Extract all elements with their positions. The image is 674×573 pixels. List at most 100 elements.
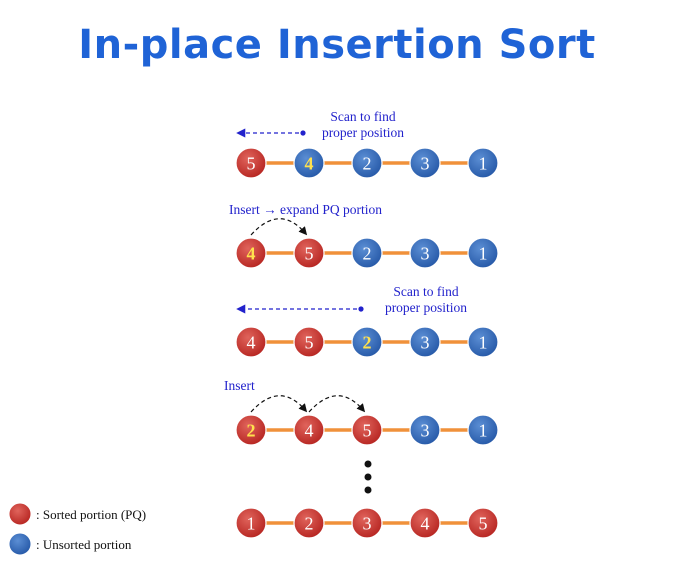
node-value: 1 [479, 333, 488, 353]
legend-label: : Sorted portion (PQ) [36, 507, 146, 522]
node-circle [293, 414, 325, 446]
legend-item: : Unsorted portion [8, 532, 132, 556]
node-value: 4 [247, 244, 256, 264]
shift-arrow [308, 395, 366, 413]
node-circle [409, 326, 441, 358]
node-circle [467, 326, 499, 358]
node-circle [467, 507, 499, 539]
node-circle [235, 326, 267, 358]
legend-swatch [8, 502, 32, 526]
node-value: 2 [363, 154, 372, 174]
array-node: 2 [293, 507, 325, 539]
node-value: 1 [479, 244, 488, 264]
annotation-text: proper position [385, 300, 467, 315]
array-node: 3 [409, 237, 441, 269]
scan-arrow-dot [300, 130, 306, 136]
annotation-text: Scan to find [393, 284, 458, 299]
node-circle [293, 326, 325, 358]
node-circle [409, 414, 441, 446]
ellipsis-dots [364, 460, 372, 494]
array-row: 1 2 3 4 5 [235, 507, 499, 539]
array-node: 4 [293, 414, 325, 446]
node-value: 1 [247, 514, 256, 534]
ellipsis-dot [364, 460, 372, 468]
node-value: 2 [247, 421, 256, 441]
node-value: 4 [305, 154, 314, 174]
node-circle [351, 147, 383, 179]
array-node: 5 [293, 326, 325, 358]
array-node: 5 [235, 147, 267, 179]
array-node: 1 [467, 147, 499, 179]
node-circle [293, 147, 325, 179]
node-value: 5 [247, 154, 256, 174]
node-value: 4 [247, 333, 256, 353]
ellipsis-dot [364, 486, 372, 494]
node-value: 4 [305, 421, 314, 441]
node-value: 3 [363, 514, 372, 534]
array-node: 4 [235, 326, 267, 358]
array-row: 2 4 5 3 1 Insert [224, 378, 499, 446]
array-row: 4 5 2 3 1 Insert → expand PQ portion [229, 202, 499, 269]
insert-arrow [250, 218, 308, 236]
array-node: 3 [409, 326, 441, 358]
array-node: 5 [467, 507, 499, 539]
node-value: 2 [363, 244, 372, 264]
node-value: 2 [305, 514, 314, 534]
node-value: 2 [363, 333, 372, 353]
annotation-text: Insert [224, 378, 255, 393]
node-circle [235, 147, 267, 179]
node-circle [467, 237, 499, 269]
node-circle [467, 147, 499, 179]
array-node: 1 [235, 507, 267, 539]
annotation-text: Scan to find [330, 109, 395, 124]
node-circle [467, 414, 499, 446]
ellipsis-dot [364, 473, 372, 481]
node-value: 3 [421, 244, 430, 264]
node-value: 3 [421, 154, 430, 174]
array-node: 3 [409, 414, 441, 446]
node-value: 1 [479, 154, 488, 174]
array-node: 2 [351, 237, 383, 269]
array-node: 2 [351, 326, 383, 358]
node-circle [293, 507, 325, 539]
array-node: 4 [293, 147, 325, 179]
node-circle [351, 507, 383, 539]
node-circle [351, 326, 383, 358]
scan-arrow-dot [358, 306, 364, 312]
node-circle [235, 237, 267, 269]
slide-title: In-place Insertion Sort [78, 22, 596, 68]
legend-label: : Unsorted portion [36, 537, 132, 552]
array-node: 3 [409, 147, 441, 179]
array-node: 3 [351, 507, 383, 539]
annotation-text: Insert → expand PQ portion [229, 202, 382, 217]
array-node: 2 [235, 414, 267, 446]
array-node: 2 [351, 147, 383, 179]
node-value: 3 [421, 421, 430, 441]
node-value: 5 [363, 421, 372, 441]
array-node: 1 [467, 414, 499, 446]
node-value: 1 [479, 421, 488, 441]
node-circle [235, 507, 267, 539]
array-node: 4 [409, 507, 441, 539]
node-value: 4 [421, 514, 430, 534]
node-value: 3 [421, 333, 430, 353]
node-circle [409, 237, 441, 269]
node-value: 5 [479, 514, 488, 534]
node-circle [409, 507, 441, 539]
array-node: 4 [235, 237, 267, 269]
array-node: 5 [351, 414, 383, 446]
array-node: 1 [467, 326, 499, 358]
legend: : Sorted portion (PQ) : Unsorted portion [8, 502, 146, 556]
node-circle [293, 237, 325, 269]
node-value: 5 [305, 244, 314, 264]
node-value: 5 [305, 333, 314, 353]
array-node: 5 [293, 237, 325, 269]
node-circle [409, 147, 441, 179]
legend-swatch [8, 532, 32, 556]
shift-arrow [250, 395, 308, 413]
array-node: 1 [467, 237, 499, 269]
legend-item: : Sorted portion (PQ) [8, 502, 146, 526]
